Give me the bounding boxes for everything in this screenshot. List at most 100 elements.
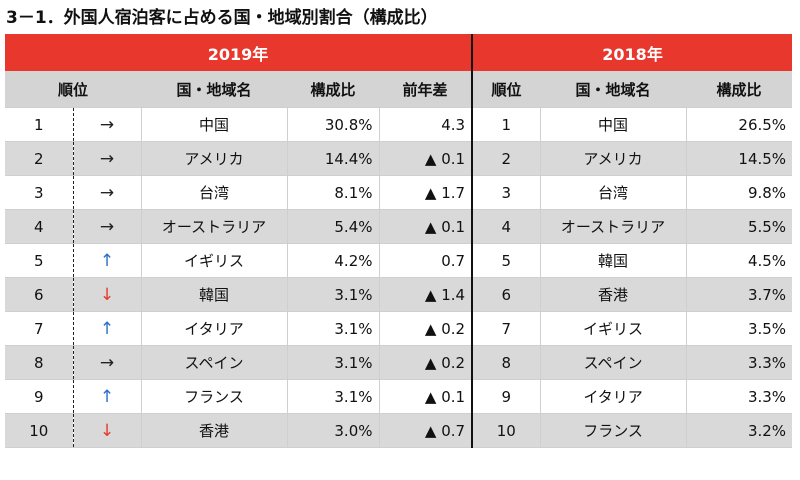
country-2019: フランス [140, 379, 287, 414]
country-2019: 台湾 [140, 175, 287, 210]
country-2019: 香港 [140, 413, 287, 448]
rank-2018: 2 [471, 141, 541, 176]
rank-2018: 9 [471, 379, 541, 414]
country-2019: オーストラリア [140, 209, 287, 244]
share-2019: 3.1% [286, 277, 379, 312]
diff-2019: ▲ 0.2 [378, 311, 473, 346]
share-2019: 3.1% [286, 345, 379, 380]
diff-2019: ▲ 1.7 [378, 175, 473, 210]
diff-2019: ▲ 0.1 [378, 141, 473, 176]
diff-2019: ▲ 0.7 [378, 413, 473, 448]
share-2018: 3.5% [685, 311, 793, 346]
share-2019: 14.4% [286, 141, 379, 176]
table-row: 7 ↑ イタリア 3.1% ▲ 0.2 7 イギリス 3.5% [5, 311, 793, 346]
trend-down-icon: ↓ [73, 413, 141, 448]
header-country-2018: 国・地域名 [540, 71, 687, 108]
table-row: 10 ↓ 香港 3.0% ▲ 0.7 10 フランス 3.2% [5, 413, 793, 448]
diff-2019: 0.7 [378, 243, 473, 278]
country-2018: 韓国 [539, 243, 687, 278]
share-2019: 4.2% [286, 243, 379, 278]
year-2019-header: 2019年 [5, 34, 473, 71]
rank-2018: 8 [471, 345, 541, 380]
table-row: 8 → スペイン 3.1% ▲ 0.2 8 スペイン 3.3% [5, 345, 793, 380]
diff-2019: 4.3 [378, 107, 473, 142]
share-2019: 3.1% [286, 311, 379, 346]
header-share-2018: 構成比 [686, 71, 793, 108]
country-2019: 韓国 [140, 277, 287, 312]
table-row: 4 → オーストラリア 5.4% ▲ 0.1 4 オーストラリア 5.5% [5, 209, 793, 244]
country-2019: 中国 [140, 107, 287, 142]
country-2019: イタリア [140, 311, 287, 346]
header-rank-2018: 順位 [471, 71, 541, 108]
ranking-table: 2019年 2018年 順位 国・地域名 構成比 前年差 順位 国・地域名 構成… [5, 34, 793, 448]
share-2018: 5.5% [685, 209, 793, 244]
rank-2019: 3 [5, 175, 74, 210]
country-2018: フランス [539, 413, 687, 448]
year-header-row: 2019年 2018年 [5, 34, 793, 71]
rank-2018: 10 [471, 413, 541, 448]
country-2019: イギリス [140, 243, 287, 278]
country-2018: 香港 [539, 277, 687, 312]
table-row: 6 ↓ 韓国 3.1% ▲ 1.4 6 香港 3.7% [5, 277, 793, 312]
rank-2018: 1 [471, 107, 541, 142]
trend-up-icon: ↑ [73, 311, 141, 346]
header-share-2019: 構成比 [287, 71, 379, 108]
trend-flat-icon: → [73, 141, 141, 176]
rank-2018: 4 [471, 209, 541, 244]
table-row: 2 → アメリカ 14.4% ▲ 0.1 2 アメリカ 14.5% [5, 141, 793, 176]
rank-2019: 10 [5, 413, 74, 448]
rank-2019: 7 [5, 311, 74, 346]
year-2018-header: 2018年 [471, 34, 793, 71]
diff-2019: ▲ 0.2 [378, 345, 473, 380]
trend-flat-icon: → [73, 345, 141, 380]
country-2018: オーストラリア [539, 209, 687, 244]
rank-2019: 9 [5, 379, 74, 414]
trend-up-icon: ↑ [73, 243, 141, 278]
rank-2018: 3 [471, 175, 541, 210]
share-2018: 26.5% [685, 107, 793, 142]
share-2018: 3.3% [685, 345, 793, 380]
trend-up-icon: ↑ [73, 379, 141, 414]
trend-flat-icon: → [73, 175, 141, 210]
table-row: 9 ↑ フランス 3.1% ▲ 0.1 9 イタリア 3.3% [5, 379, 793, 414]
rank-2019: 5 [5, 243, 74, 278]
table-row: 1 → 中国 30.8% 4.3 1 中国 26.5% [5, 107, 793, 142]
page-title: 3－1．外国人宿泊客に占める国・地域別割合（構成比） [6, 8, 438, 28]
rank-2018: 5 [471, 243, 541, 278]
header-country-2019: 国・地域名 [141, 71, 287, 108]
diff-2019: ▲ 0.1 [378, 209, 473, 244]
country-2018: イタリア [539, 379, 687, 414]
table-row: 5 ↑ イギリス 4.2% 0.7 5 韓国 4.5% [5, 243, 793, 278]
column-header-row: 順位 国・地域名 構成比 前年差 順位 国・地域名 構成比 [5, 71, 793, 108]
share-2019: 3.1% [286, 379, 379, 414]
country-2018: イギリス [539, 311, 687, 346]
diff-2019: ▲ 0.1 [378, 379, 473, 414]
rank-2019: 2 [5, 141, 74, 176]
rank-2019: 6 [5, 277, 74, 312]
share-2018: 3.3% [685, 379, 793, 414]
share-2018: 3.7% [685, 277, 793, 312]
share-2018: 14.5% [685, 141, 793, 176]
rank-2018: 7 [471, 311, 541, 346]
share-2018: 9.8% [685, 175, 793, 210]
country-2018: スペイン [539, 345, 687, 380]
country-2018: 中国 [539, 107, 687, 142]
country-2019: アメリカ [140, 141, 287, 176]
share-2019: 30.8% [286, 107, 379, 142]
rank-2019: 8 [5, 345, 74, 380]
share-2019: 3.0% [286, 413, 379, 448]
country-2019: スペイン [140, 345, 287, 380]
rank-2019: 1 [5, 107, 74, 142]
trend-down-icon: ↓ [73, 277, 141, 312]
share-2018: 3.2% [685, 413, 793, 448]
share-2019: 8.1% [286, 175, 379, 210]
trend-flat-icon: → [73, 107, 141, 142]
trend-flat-icon: → [73, 209, 141, 244]
share-2018: 4.5% [685, 243, 793, 278]
header-diff-2019: 前年差 [379, 71, 473, 108]
rank-2018: 6 [471, 277, 541, 312]
country-2018: アメリカ [539, 141, 687, 176]
table-row: 3 → 台湾 8.1% ▲ 1.7 3 台湾 9.8% [5, 175, 793, 210]
diff-2019: ▲ 1.4 [378, 277, 473, 312]
rank-2019: 4 [5, 209, 74, 244]
